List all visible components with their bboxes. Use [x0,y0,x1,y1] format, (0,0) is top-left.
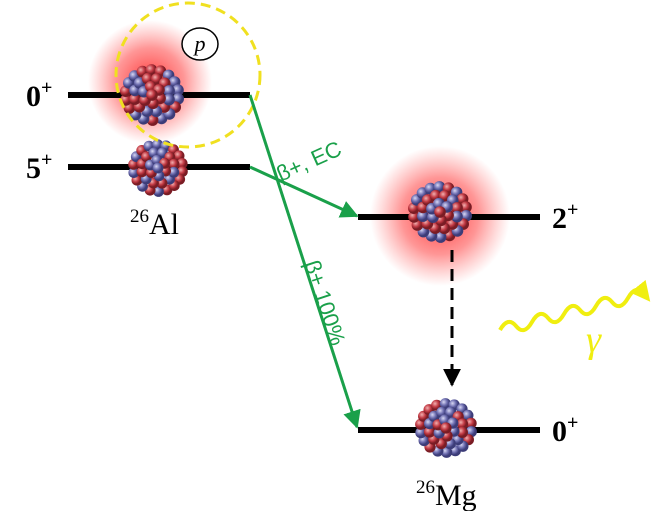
transition-arrow [250,95,357,427]
spin: 0 [552,415,567,448]
nuclide-label: 26Mg [416,477,477,511]
mass: 26 [416,477,435,498]
diagram: p β+, EC β+ 100% γ 0+ 5+ 2+ 0+ 26Al 26Mg [0,0,667,511]
transition-label: β+ 100% [300,257,351,348]
nucleon [440,422,451,433]
symbol: Mg [435,479,477,511]
parity: + [41,77,52,99]
parity: + [567,412,578,434]
symbol: Al [149,208,179,241]
level-label: 0+ [26,77,52,113]
nucleon [153,163,164,174]
level-label: 5+ [26,149,52,185]
proton-label: p [193,31,206,56]
mass: 26 [130,206,149,227]
parity: + [567,199,578,221]
gamma-label: γ [586,319,602,361]
level-label: 0+ [552,412,578,448]
nucleon [434,206,446,218]
transition-label: β+, EC [273,136,346,187]
parity: + [41,149,52,171]
spin: 0 [26,80,41,113]
nuclide-label: 26Al [130,206,179,241]
spin: 2 [552,202,567,235]
spin: 5 [26,152,41,185]
nucleon [146,89,158,101]
gamma-wave [500,290,644,330]
level-label: 2+ [552,199,578,235]
